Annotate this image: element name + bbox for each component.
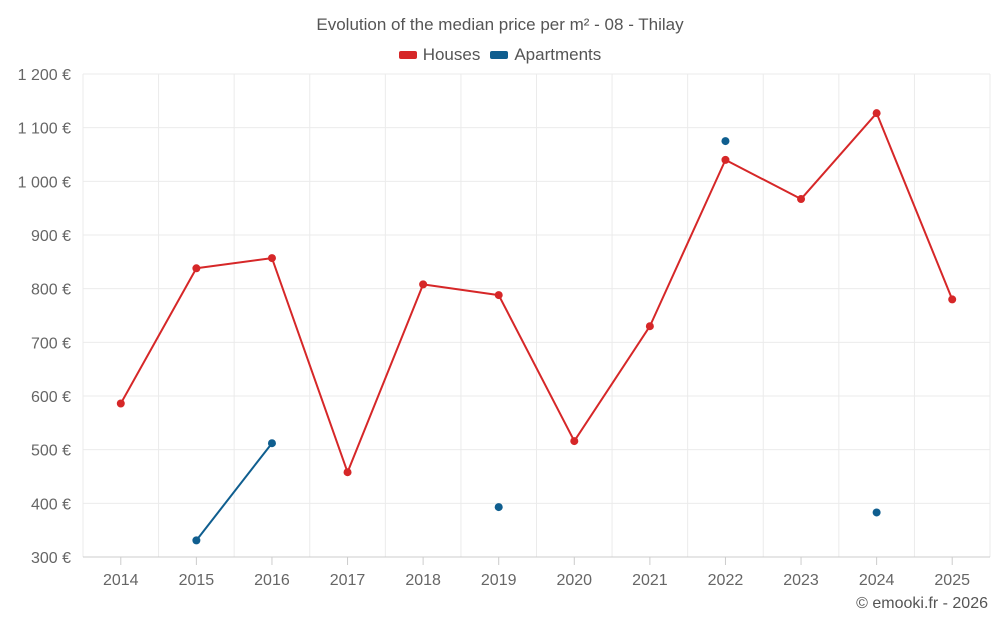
x-tick-label: 2018 <box>405 572 441 589</box>
data-point-houses <box>343 468 352 477</box>
chart-legend: Houses Apartments <box>0 45 1000 65</box>
y-tick-label: 600 € <box>31 389 71 406</box>
data-point-houses <box>797 195 806 204</box>
y-tick-label: 1 000 € <box>18 174 71 191</box>
legend-item-houses[interactable]: Houses <box>398 45 481 65</box>
data-point-apartments <box>267 439 276 448</box>
legend-label-houses: Houses <box>422 45 481 64</box>
data-point-houses <box>419 280 428 289</box>
x-tick-label: 2015 <box>179 572 215 589</box>
chart-title: Evolution of the median price per m² - 0… <box>316 15 684 34</box>
data-point-apartments <box>494 503 503 512</box>
x-tick-label: 2022 <box>708 572 744 589</box>
series-line-houses <box>119 112 954 474</box>
x-tick-label: 2025 <box>934 572 970 589</box>
legend-swatch-apartments <box>490 51 509 59</box>
legend-label-apartments: Apartments <box>514 45 602 64</box>
x-tick-label: 2023 <box>783 572 819 589</box>
y-tick-label: 1 100 € <box>18 121 71 138</box>
data-point-houses <box>267 254 276 263</box>
data-point-houses <box>570 437 579 446</box>
data-point-houses <box>721 155 730 164</box>
y-tick-label: 500 € <box>31 443 71 460</box>
x-tick-label: 2024 <box>859 572 895 589</box>
y-tick-label: 700 € <box>31 335 71 352</box>
x-tick-label: 2014 <box>103 572 139 589</box>
data-point-apartments <box>192 536 201 545</box>
data-point-houses <box>192 264 201 273</box>
x-tick-label: 2021 <box>632 572 668 589</box>
legend-item-apartments[interactable]: Apartments <box>490 45 601 65</box>
y-tick-label: 300 € <box>31 550 71 567</box>
y-tick-label: 400 € <box>31 496 71 513</box>
series-line-apartments <box>195 442 273 541</box>
x-tick-label: 2019 <box>481 572 517 589</box>
data-point-apartments <box>721 137 730 146</box>
y-tick-label: 1 200 € <box>18 67 71 84</box>
credit-text: © emooki.fr - 2026 <box>856 595 988 612</box>
data-point-apartments <box>872 508 881 517</box>
x-tick-label: 2017 <box>330 572 366 589</box>
data-point-houses <box>645 322 654 331</box>
x-tick-label: 2020 <box>556 572 592 589</box>
data-point-houses <box>948 295 957 304</box>
data-point-houses <box>872 109 881 118</box>
x-tick-label: 2016 <box>254 572 290 589</box>
y-tick-label: 900 € <box>31 228 71 245</box>
data-point-houses <box>494 291 503 300</box>
legend-swatch-houses <box>398 51 417 59</box>
data-point-houses <box>116 399 125 408</box>
y-tick-label: 800 € <box>31 282 71 299</box>
